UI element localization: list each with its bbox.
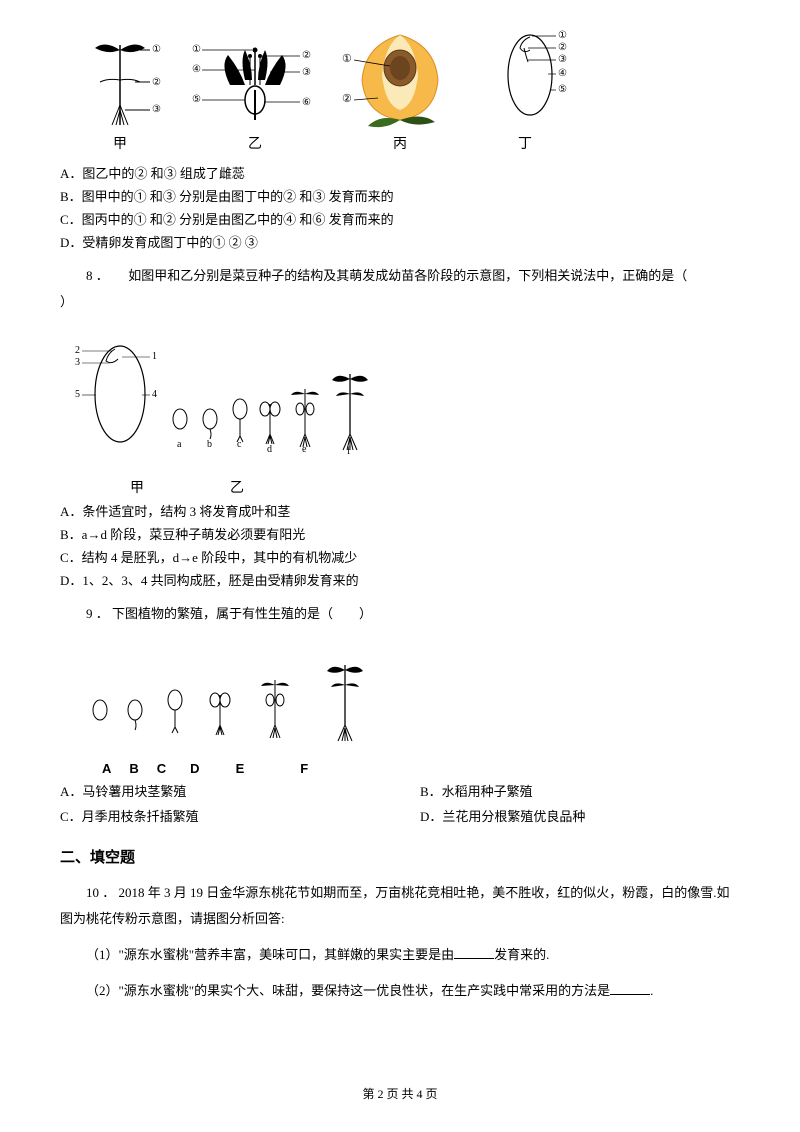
blank-2[interactable]	[610, 994, 650, 995]
q10-text: 2018 年 3 月 19 日金华源东桃花节如期而至，万亩桃花竞相吐艳，美不胜收…	[60, 885, 730, 926]
figure-label-yi: 乙	[248, 134, 262, 156]
figure-label-ding: 丁	[518, 134, 532, 156]
figure-bing: ① ② 丙	[340, 20, 460, 156]
figure-ding: ① ② ③ ④ ⑤ 丁	[480, 20, 570, 156]
q9-seq-c: C	[157, 759, 166, 780]
q8-num: 8 ．	[86, 268, 109, 283]
svg-text:①: ①	[152, 44, 161, 55]
q8-option-a: A．条件适宜时，结构 3 将发育成叶和茎	[60, 502, 740, 523]
q8-text: 如图甲和乙分别是菜豆种子的结构及其萌发成幼苗各阶段的示意图，下列相关说法中，正确…	[128, 268, 687, 283]
q8-figure-labels: 甲 乙	[70, 478, 740, 500]
q7-option-a: A．图乙中的② 和③ 组成了雌蕊	[60, 164, 740, 185]
figure-label-bing: 丙	[393, 134, 407, 156]
svg-text:③: ③	[558, 54, 567, 65]
svg-text:②: ②	[152, 77, 161, 88]
section-2-title: 二、填空题	[60, 846, 740, 870]
svg-text:①: ①	[192, 44, 201, 55]
q8-figure: 2 3 5 1 4 a b c d	[70, 319, 740, 500]
bean-germination-icon: 2 3 5 1 4 a b c d	[70, 319, 390, 469]
q10-sub1: （1）"源东水蜜桃"营养丰富，美味可口，其鲜嫩的果实主要是由 发育来的.	[60, 942, 740, 968]
q9-option-b: B．水稻用种子繁殖	[420, 782, 740, 803]
figure-row-1: ① ② ③ 甲 ① ④ ⑤ ② ③ ⑥	[60, 20, 740, 156]
flower-diagram-icon: ① ④ ⑤ ② ③ ⑥	[190, 30, 320, 130]
svg-text:2: 2	[75, 345, 80, 356]
q9-num: 9 ．	[86, 606, 109, 621]
svg-text:1: 1	[152, 351, 157, 362]
q8-option-b: B．a→d 阶段，菜豆种子萌发必须要有阳光	[60, 525, 740, 546]
peach-diagram-icon: ① ②	[340, 20, 460, 130]
q9-seq-a: A	[102, 759, 111, 780]
svg-text:①: ①	[342, 53, 352, 65]
svg-text:d: d	[267, 444, 272, 455]
svg-text:②: ②	[558, 42, 567, 53]
svg-text:e: e	[302, 444, 307, 455]
q9-seq-f: F	[300, 759, 308, 780]
q8-option-c: C．结构 4 是胚乳，d→e 阶段中，其中的有机物减少	[60, 548, 740, 569]
q8-label-jia: 甲	[130, 478, 144, 500]
svg-text:①: ①	[558, 30, 567, 41]
q7-option-d: D．受精卵发育成图丁中的① ② ③	[60, 233, 740, 254]
seed-diagram-icon: ① ② ③ ④ ⑤	[480, 20, 570, 130]
svg-text:a: a	[177, 439, 182, 450]
svg-text:④: ④	[558, 68, 567, 79]
q9-text: 下图植物的繁殖，属于有性生殖的是（ ）	[112, 606, 372, 621]
seedling-diagram-icon: ① ② ③	[70, 30, 170, 130]
q10-sub2: （2）"源东水蜜桃"的果实个大、味甜，要保持这一优良性状，在生产实践中常采用的方…	[60, 978, 740, 1004]
q8-option-d: D．1、2、3、4 共同构成胚，胚是由受精卵发育来的	[60, 571, 740, 592]
q9-option-a: A．马铃薯用块茎繁殖	[60, 782, 380, 803]
figure-jia: ① ② ③ 甲	[70, 30, 170, 156]
svg-text:⑤: ⑤	[192, 94, 201, 105]
germination-sequence-icon	[80, 630, 390, 750]
svg-text:②: ②	[342, 93, 352, 105]
svg-text:⑤: ⑤	[558, 84, 567, 95]
figure-label-jia: 甲	[113, 134, 127, 156]
q9-seq-labels: A B C D E F	[80, 759, 740, 780]
svg-text:b: b	[207, 439, 212, 450]
q9-seq-e: E	[236, 759, 245, 780]
q9-option-d: D．兰花用分根繁殖优良品种	[420, 807, 740, 828]
svg-text:4: 4	[152, 389, 157, 400]
q8-close: ）	[60, 292, 740, 313]
q10-sub1-pre: （1）"源东水蜜桃"营养丰富，美味可口，其鲜嫩的果实主要是由	[86, 947, 454, 962]
q8-line: 8 ． 如图甲和乙分别是菜豆种子的结构及其萌发成幼苗各阶段的示意图，下列相关说法…	[60, 266, 740, 287]
q7-option-c: C．图丙中的① 和② 分别是由图乙中的④ 和⑥ 发育而来的	[60, 210, 740, 231]
q9-option-c: C．月季用枝条扦插繁殖	[60, 807, 380, 828]
q9-seq-b: B	[129, 759, 138, 780]
q8-label-yi: 乙	[230, 478, 244, 500]
q7-option-b: B．图甲中的① 和③ 分别是由图丁中的② 和③ 发育而来的	[60, 187, 740, 208]
svg-text:③: ③	[152, 104, 161, 115]
page-footer: 第 2 页 共 4 页	[0, 1085, 800, 1104]
svg-text:③: ③	[302, 67, 311, 78]
svg-text:⑥: ⑥	[302, 97, 311, 108]
svg-text:②: ②	[302, 50, 311, 61]
q10-num: 10 ．	[86, 885, 115, 900]
q9-figure: A B C D E F	[80, 630, 740, 780]
q9-line: 9 ． 下图植物的繁殖，属于有性生殖的是（ ）	[60, 604, 740, 625]
svg-text:④: ④	[192, 64, 201, 75]
svg-text:c: c	[237, 439, 242, 450]
svg-text:5: 5	[75, 389, 80, 400]
q10-sub2-post: .	[650, 983, 653, 998]
q10-sub2-pre: （2）"源东水蜜桃"的果实个大、味甜，要保持这一优良性状，在生产实践中常采用的方…	[86, 983, 610, 998]
q9-options: A．马铃薯用块茎繁殖 B．水稻用种子繁殖 C．月季用枝条扦插繁殖 D．兰花用分根…	[60, 780, 740, 830]
blank-1[interactable]	[454, 958, 494, 959]
figure-yi: ① ④ ⑤ ② ③ ⑥ 乙	[190, 30, 320, 156]
q9-seq-d: D	[190, 759, 199, 780]
q10-para: 10 ． 2018 年 3 月 19 日金华源东桃花节如期而至，万亩桃花竞相吐艳…	[60, 880, 740, 932]
q10-sub1-post: 发育来的.	[494, 947, 549, 962]
svg-text:3: 3	[75, 357, 80, 368]
